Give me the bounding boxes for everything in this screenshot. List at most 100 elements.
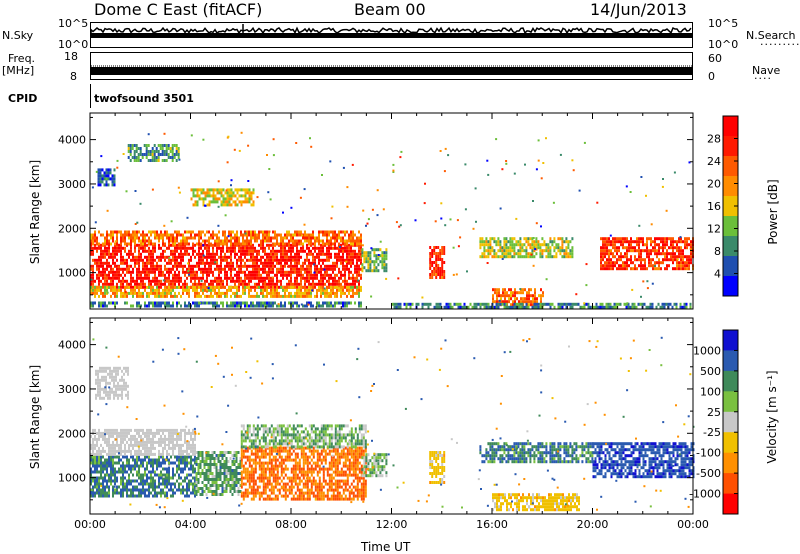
power-region <box>90 301 362 308</box>
velocity-region <box>429 451 446 484</box>
power-colorbar-tick-label: 28 <box>707 133 721 146</box>
velocity-colorbar-tick-label: 1000 <box>693 344 721 357</box>
freq-band <box>91 67 692 75</box>
freq-strip <box>90 52 693 80</box>
power-colorbar-tick-label: 20 <box>707 178 721 191</box>
velocity-colorbar-label: Velocity [m s⁻¹] <box>765 370 779 464</box>
power-ytick-label: 1000 <box>58 267 86 280</box>
xtick-label: 12:00 <box>376 518 408 531</box>
velocity-colorbar-swatch <box>723 432 738 454</box>
power-speckles <box>90 131 692 306</box>
power-colorbar-swatch <box>723 116 738 137</box>
power-colorbar-swatch <box>723 176 738 197</box>
power-colorbar-swatch <box>723 196 738 217</box>
velocity-colorbar-tick-label: 100 <box>700 385 721 398</box>
velocity-colorbar-swatch <box>723 370 738 392</box>
power-colorbar-swatch <box>723 276 738 297</box>
power-colorbar-tick-label: 16 <box>707 200 721 213</box>
power-colorbar-tick-label: 4 <box>714 268 721 281</box>
power-region <box>90 243 362 289</box>
velocity-region <box>90 455 196 498</box>
nsky-label: N.Sky <box>2 29 34 42</box>
velocity-colorbar-tick-label: -500 <box>696 467 721 480</box>
xtick-label: 16:00 <box>476 518 508 531</box>
nsearch-tick-top: 10^5 <box>708 17 739 30</box>
station-title: Dome C East (fitACF) <box>94 0 263 19</box>
power-region <box>127 144 180 162</box>
power-ylabel: Slant Range [km] <box>28 159 42 265</box>
velocity-ylabel: Slant Range [km] <box>28 364 42 470</box>
xlabel: Time UT <box>361 540 411 554</box>
nsky-tick-bottom: 10^0 <box>58 38 89 51</box>
velocity-region <box>95 366 129 400</box>
velocity-colorbar-swatch <box>723 411 738 433</box>
freq-tick-top: 18 <box>64 50 78 63</box>
nave-tick-bottom: 0 <box>708 70 715 83</box>
power-region <box>97 168 116 187</box>
power-colorbar-tick-label: 24 <box>707 155 721 168</box>
date-label: 14/Jun/2013 <box>590 0 687 19</box>
velocity-colorbar-tick-label: -25 <box>703 426 721 439</box>
velocity-region <box>90 428 196 456</box>
xtick-label: 04:00 <box>175 518 207 531</box>
velocity-ytick-label: 2000 <box>58 427 86 440</box>
power-colorbar-tick-label: 8 <box>714 245 721 258</box>
xtick-label: 00:00 <box>677 518 709 531</box>
velocity-colorbar-swatch <box>723 452 738 474</box>
freq-label: Freq. <box>8 52 36 65</box>
velocity-region <box>479 442 594 464</box>
velocity-ytick-label: 1000 <box>58 472 86 485</box>
power-colorbar-swatch <box>723 136 738 157</box>
power-colorbar-label: Power [dB] <box>766 179 780 245</box>
power-region <box>190 188 255 207</box>
power-region <box>90 230 362 246</box>
nsearch-dots: ········· <box>760 38 800 51</box>
nsky-trace <box>90 26 692 35</box>
power-colorbar-swatch <box>723 236 738 257</box>
velocity-colorbar-tick-label: 25 <box>707 406 721 419</box>
power-region <box>479 237 574 259</box>
velocity-speckles <box>90 336 695 511</box>
nsearch-tick-bottom: 10^0 <box>708 38 739 51</box>
power-colorbar-swatch <box>723 216 738 237</box>
cpid-label: CPID <box>8 92 38 105</box>
velocity-colorbar-swatch <box>723 493 738 515</box>
velocity-colorbar-tick-label: -1000 <box>689 488 721 501</box>
nave-label: Nave <box>752 64 781 77</box>
power-colorbar-swatch <box>723 156 738 177</box>
velocity-colorbar-swatch <box>723 391 738 413</box>
velocity-ytick-label: 3000 <box>58 383 86 396</box>
power-region <box>391 302 692 309</box>
beam-label: Beam 00 <box>354 0 426 19</box>
nsearch-label: N.Search <box>746 29 796 42</box>
freq-tick-bottom: 8 <box>70 70 77 83</box>
xtick-label: 00:00 <box>74 518 106 531</box>
cpid-value: twofsound 3501 <box>94 92 194 105</box>
power-region <box>90 285 362 298</box>
velocity-colorbar-border <box>722 329 739 515</box>
nave-tick-top: 60 <box>708 52 722 65</box>
power-ytick-label: 4000 <box>58 134 86 147</box>
power-region <box>429 246 446 279</box>
velocity-colorbar-swatch <box>723 350 738 372</box>
nsky-tick-top: 10^5 <box>58 17 89 30</box>
velocity-colorbar-swatch <box>723 330 738 351</box>
power-ytick-label: 3000 <box>58 178 86 191</box>
power-colorbar-swatch <box>723 256 738 277</box>
power-region <box>492 288 544 307</box>
velocity-region <box>492 493 580 512</box>
velocity-colorbar-tick-label: -100 <box>696 447 721 460</box>
xtick-label: 08:00 <box>275 518 307 531</box>
nave-dots: ···· <box>754 72 772 85</box>
velocity-region <box>195 451 242 496</box>
xtick-label: 20:00 <box>577 518 609 531</box>
power-colorbar-tick-label: 12 <box>707 223 721 236</box>
power-ytick-label: 2000 <box>58 222 86 235</box>
velocity-region <box>240 446 367 501</box>
freq-unit: [MHz] <box>2 64 35 77</box>
velocity-colorbar-tick-label: 500 <box>700 365 721 378</box>
velocity-colorbar-swatch <box>723 473 738 494</box>
power-region <box>600 237 694 271</box>
velocity-ytick-label: 4000 <box>58 339 86 352</box>
